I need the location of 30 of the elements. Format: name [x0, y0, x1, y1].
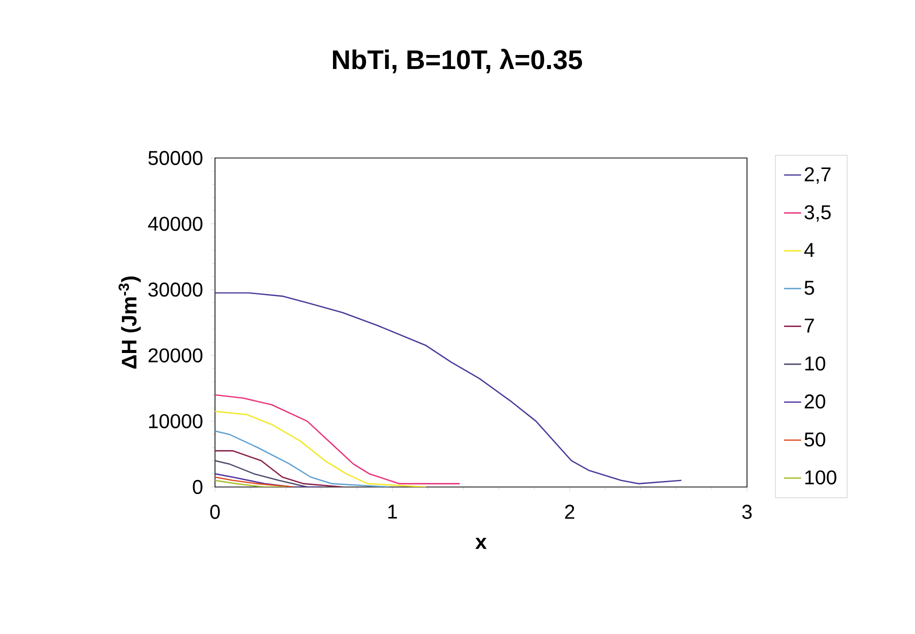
legend-label: 3,5 — [804, 205, 831, 222]
x-tick-label: 0 — [210, 504, 220, 519]
chart-title: NbTi, B=10T, λ=0.35 — [332, 48, 582, 74]
line-series — [215, 410, 427, 487]
y-tick-label: 20000 — [148, 348, 202, 362]
legend-label: 2,7 — [804, 167, 831, 184]
legend-label: 50 — [804, 432, 826, 447]
line-series — [215, 292, 682, 484]
legend-label: 7 — [804, 318, 814, 332]
y-tick-label: 50000 — [148, 150, 202, 166]
line-series — [215, 394, 460, 484]
x-tick-label: 1 — [388, 504, 397, 519]
legend-label: 20 — [804, 394, 826, 409]
line-series — [215, 476, 294, 487]
x-axis-title: x — [475, 538, 487, 549]
y-tick-label: 10000 — [149, 414, 202, 428]
legend-label: 100 — [805, 470, 836, 484]
line-series — [215, 473, 322, 487]
legend-label: 10 — [805, 356, 826, 371]
x-tick-label: 3 — [742, 504, 752, 519]
y-tick-label: 0 — [192, 480, 202, 494]
x-tick-label: 2 — [565, 504, 574, 519]
line-series — [215, 450, 344, 487]
legend-label: 4 — [804, 243, 814, 257]
line-series — [215, 430, 390, 487]
legend-label: 5 — [804, 280, 814, 295]
y-tick-label: 40000 — [148, 216, 202, 231]
line-series — [215, 460, 308, 487]
y-axis-title: ΔH (Jm$^{-3}$) — [118, 276, 141, 369]
y-tick-label: 30000 — [148, 282, 202, 297]
